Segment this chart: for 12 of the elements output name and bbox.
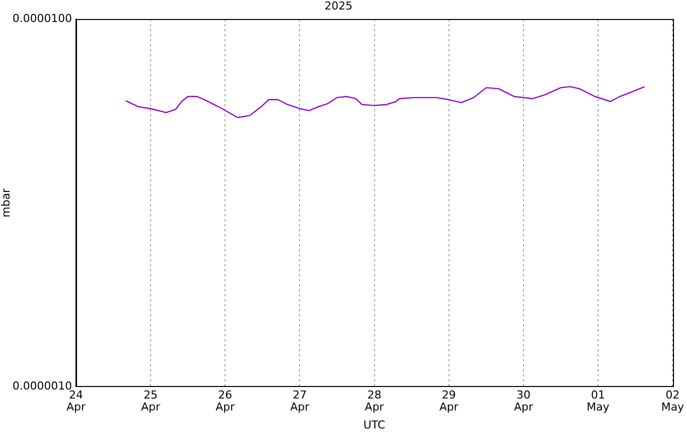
x-tick-label: 27 Apr xyxy=(290,388,310,414)
x-axis-title: UTC xyxy=(363,418,386,432)
x-tick-label: 29 Apr xyxy=(439,388,459,414)
x-tick-label: 25 Apr xyxy=(141,388,161,414)
x-tick-label: 01 May xyxy=(586,388,610,414)
x-tick-label: 02 May xyxy=(661,388,684,414)
x-tick-label: 30 Apr xyxy=(514,388,534,414)
x-tick-label: 28 Apr xyxy=(364,388,384,414)
x-tick-label: 26 Apr xyxy=(216,388,236,414)
chart-title: 2025 xyxy=(324,0,352,12)
y-tick-label: 0.0000100 xyxy=(12,12,72,26)
y-axis-title: mbar xyxy=(0,188,12,218)
